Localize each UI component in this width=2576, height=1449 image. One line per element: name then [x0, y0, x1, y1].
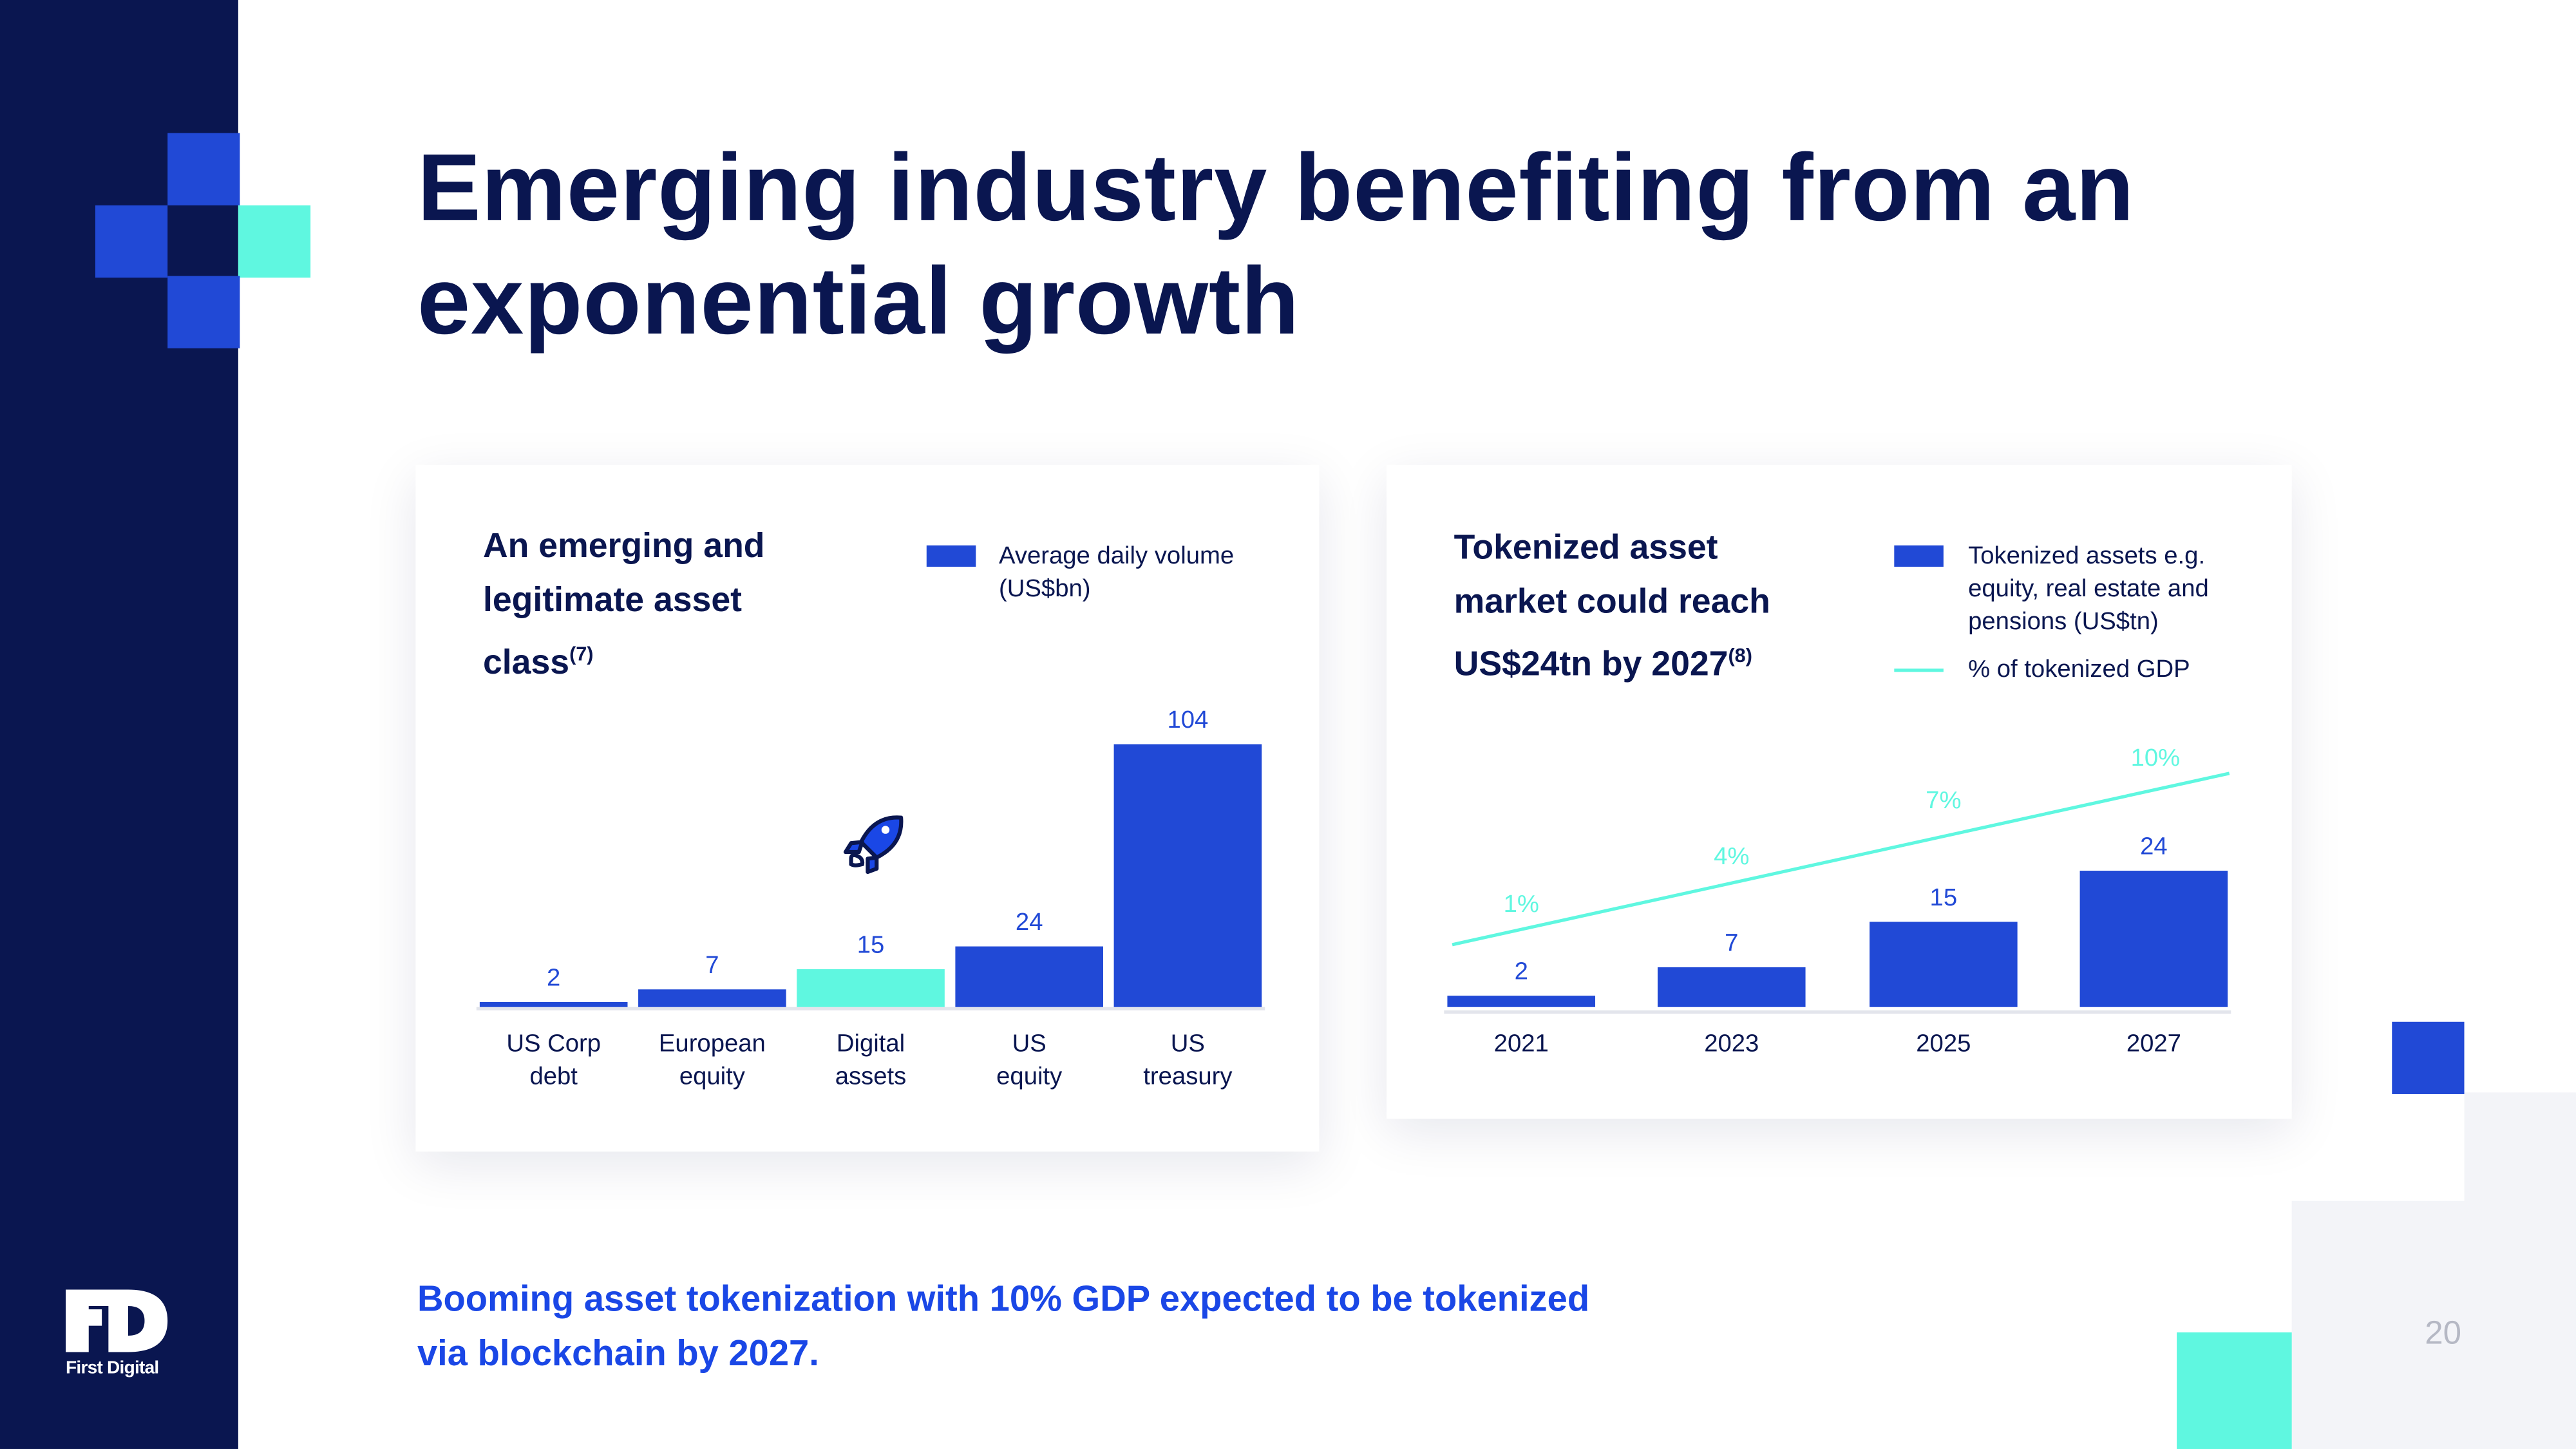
legend-label-line: % of tokenized GDP [1968, 655, 2190, 684]
category-label: US [1171, 1030, 1205, 1057]
line-label: 4% [1714, 842, 1749, 870]
category-label: Digital [837, 1030, 905, 1057]
category-label: 2021 [1494, 1030, 1549, 1057]
category-label: 2027 [2126, 1030, 2181, 1057]
data-label: 15 [857, 931, 885, 958]
line-label: 7% [1926, 786, 1961, 814]
chart-title: Tokenized asset market could reach US$24… [1454, 529, 1770, 684]
category-label: assets [835, 1063, 907, 1090]
logo: First Digital [66, 1289, 174, 1379]
page-title: Emerging industry benefiting from an exp… [417, 135, 2135, 355]
bar [797, 969, 945, 1007]
deco-block [2291, 1200, 2576, 1449]
bar [1113, 744, 1262, 1007]
data-label: 104 [1167, 706, 1208, 734]
data-label: 15 [1930, 884, 1958, 911]
page-number: 20 [2425, 1316, 2462, 1352]
legend-swatch-bar [926, 545, 976, 567]
category-label: US Corp [506, 1030, 601, 1057]
deco-square [167, 133, 240, 205]
legend-swatch-line [1894, 668, 1944, 672]
line-label: 10% [2131, 744, 2181, 772]
category-label: treasury [1143, 1063, 1233, 1090]
bar [2079, 871, 2228, 1007]
data-label: 24 [2140, 833, 2168, 860]
category-label: 2025 [1916, 1030, 1971, 1057]
rocket-icon [843, 815, 904, 875]
line-label: 1% [1504, 890, 1539, 918]
data-label: 7 [705, 951, 719, 979]
bar [1447, 996, 1596, 1007]
category-label: US [1012, 1030, 1046, 1057]
bar [1870, 922, 2018, 1007]
gdp-line [1452, 772, 2230, 947]
chart-title: An emerging and legitimate asset class(7… [482, 527, 765, 682]
data-label: 2 [1515, 958, 1528, 985]
deco-square [2177, 1332, 2292, 1449]
logo-text: First Digital [66, 1358, 159, 1379]
category-label: equity [996, 1063, 1063, 1090]
bar [638, 989, 786, 1007]
data-label: 24 [1016, 908, 1043, 936]
bar [1657, 967, 1806, 1007]
deco-square [238, 205, 311, 278]
bar [479, 1001, 628, 1007]
category-label: debt [529, 1063, 578, 1090]
bar [955, 946, 1103, 1007]
category-label: 2023 [1704, 1030, 1759, 1057]
legend-label: Average daily volume (US$bn) [999, 542, 1235, 603]
legend-swatch-bar [1894, 545, 1944, 567]
data-label: 2 [547, 963, 560, 991]
fd-logo-icon [66, 1289, 168, 1352]
deco-square [95, 205, 168, 278]
data-label: 7 [1725, 929, 1738, 956]
legend-label-bar: Tokenized assets e.g. equity, real estat… [1968, 542, 2209, 636]
category-label: European [659, 1030, 766, 1057]
footer-note: Booming asset tokenization with 10% GDP … [417, 1278, 1590, 1374]
deco-square [167, 276, 240, 348]
category-label: equity [679, 1063, 746, 1090]
deco-square [2392, 1021, 2465, 1094]
